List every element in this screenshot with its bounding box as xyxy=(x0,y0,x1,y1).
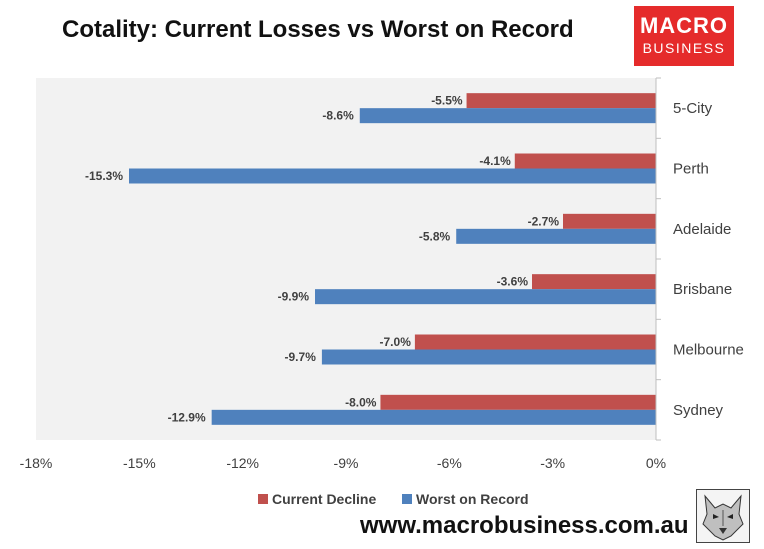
bar-current-decline xyxy=(514,153,656,169)
legend-label: Worst on Record xyxy=(416,491,529,507)
x-tick-label: -6% xyxy=(437,455,462,471)
legend-label: Current Decline xyxy=(272,491,376,507)
bar-current-decline xyxy=(532,274,656,290)
x-tick-label: -12% xyxy=(226,455,259,471)
plot-area xyxy=(36,78,656,440)
bar-worst-on-record xyxy=(359,108,656,124)
bar-current-decline xyxy=(380,394,656,410)
data-label-worst-on-record: -9.9% xyxy=(278,290,310,304)
bar-worst-on-record xyxy=(315,289,656,305)
x-tick-label: -18% xyxy=(20,455,53,471)
bar-worst-on-record xyxy=(456,228,656,244)
data-label-worst-on-record: -9.7% xyxy=(285,350,317,364)
website-url: www.macrobusiness.com.au xyxy=(360,512,689,539)
legend-swatch xyxy=(258,494,268,504)
data-label-worst-on-record: -8.6% xyxy=(322,109,354,123)
logo-line1: MACRO xyxy=(639,13,729,38)
category-label: Adelaide xyxy=(673,221,731,238)
macrobusiness-logo: MACRO BUSINESS xyxy=(634,6,734,66)
wolf-logo-icon xyxy=(696,489,750,543)
legend-swatch xyxy=(402,494,412,504)
category-label: Melbourne xyxy=(673,342,744,359)
category-label: Sydney xyxy=(673,402,724,419)
bar-current-decline xyxy=(466,93,656,109)
data-label-worst-on-record: -15.3% xyxy=(85,169,123,183)
bar-current-decline xyxy=(414,334,656,350)
data-label-worst-on-record: -5.8% xyxy=(419,229,451,243)
data-label-current-decline: -2.7% xyxy=(528,214,560,228)
x-tick-label: -15% xyxy=(123,455,156,471)
bar-worst-on-record xyxy=(321,349,656,365)
bar-worst-on-record xyxy=(211,409,656,425)
data-label-current-decline: -5.5% xyxy=(431,94,463,108)
data-label-current-decline: -4.1% xyxy=(479,154,511,168)
category-label: 5-City xyxy=(673,100,713,117)
bar-current-decline xyxy=(563,213,656,229)
bar-worst-on-record xyxy=(129,168,656,184)
x-tick-label: -3% xyxy=(540,455,565,471)
category-label: Brisbane xyxy=(673,281,732,298)
logo-line2: BUSINESS xyxy=(642,40,726,56)
chart-title: Cotality: Current Losses vs Worst on Rec… xyxy=(62,16,574,43)
category-label: Perth xyxy=(673,161,709,178)
data-label-worst-on-record: -12.9% xyxy=(168,410,206,424)
x-tick-label: 0% xyxy=(646,455,666,471)
data-label-current-decline: -7.0% xyxy=(380,335,412,349)
data-label-current-decline: -3.6% xyxy=(497,275,529,289)
x-tick-label: -9% xyxy=(334,455,359,471)
data-label-current-decline: -8.0% xyxy=(345,395,377,409)
